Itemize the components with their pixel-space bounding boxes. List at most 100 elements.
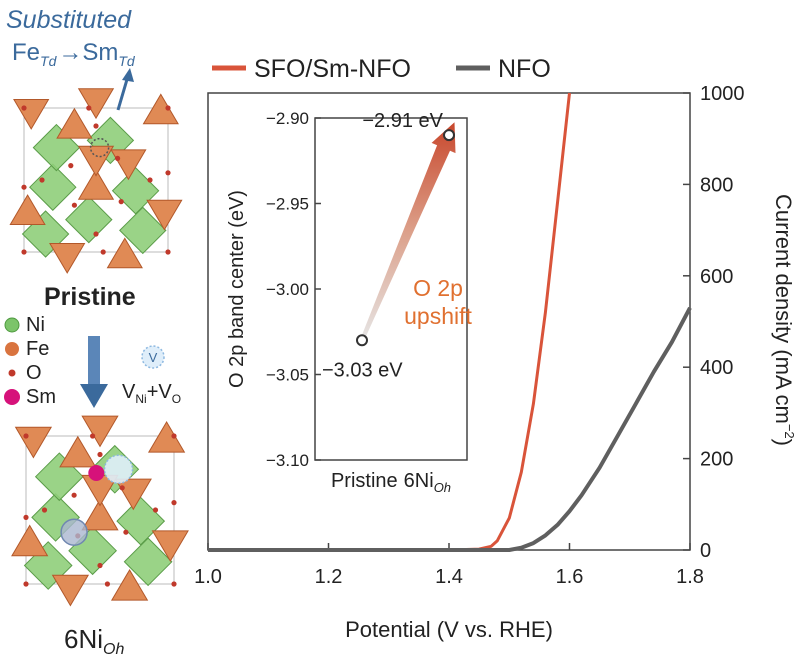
y-axis-label: Current density (mA cm−2) [771, 194, 797, 446]
substitution-arrow-line [116, 75, 130, 111]
oxygen-atom-icon [21, 105, 27, 111]
inset-band-center-chart: −2.90 −2.95 −3.00 −3.05 −3.10 −3.03 eV −2.91 … [226, 109, 472, 495]
sm-atom-icon [88, 465, 105, 481]
oxygen-atom-icon [71, 202, 77, 208]
ni-octahedron-icon [29, 163, 77, 211]
oxygen-atom-icon [171, 581, 177, 587]
oxygen-atom-icon [97, 562, 103, 569]
fe-tetrahedron-icon [77, 88, 115, 120]
oxygen-atom-icon [165, 170, 171, 176]
substitution-from: Fe [12, 39, 40, 66]
legend-ni-label: Ni [26, 314, 45, 336]
x-axis-label: Potential (V vs. RHE) [345, 617, 553, 642]
y-axis-label-sup: −2 [782, 424, 797, 439]
fe-tetrahedron-icon [77, 145, 115, 177]
main-axis-ticks: 1.0 1.2 1.4 1.6 1.8 0 200 400 600 800 1000 [194, 83, 744, 588]
ni-octahedron-icon [111, 167, 160, 215]
vacancy-symbol: V [149, 350, 158, 365]
fe-tetrahedron-icon [49, 243, 86, 274]
vacancy-badge-icon: V [141, 345, 165, 369]
y-tick-label: 800 [700, 174, 733, 196]
bottom-label-sub: Oh [103, 641, 124, 657]
substitution-arrow-head [122, 68, 134, 82]
x-tick-label: 1.0 [194, 566, 222, 588]
oxygen-atom-icon [90, 433, 96, 439]
inset-category-pristine: Pristine [331, 470, 398, 492]
oxygen-atom-icon [23, 433, 29, 439]
y-tick-label: 600 [700, 266, 733, 288]
chart-legend: SFO/Sm-NFO NFO [212, 55, 551, 83]
y-axis-label-main: Current density (mA cm [771, 194, 796, 424]
fe-tetrahedron-icon [106, 237, 143, 269]
oxygen-atom-icon [152, 507, 159, 513]
fe-tetrahedron-icon [110, 568, 149, 601]
bottom-structure-label: 6NiOh [64, 624, 124, 657]
upshift-label-line2: upshift [404, 303, 472, 329]
x-tick-label: 1.8 [676, 566, 704, 588]
oxygen-atom-icon [41, 507, 48, 513]
ni-octahedron-icon [65, 195, 113, 244]
inset-y-tick-label: −2.90 [266, 109, 309, 128]
y-tick-label: 400 [700, 357, 733, 379]
pristine-value-annotation: −3.03 eV [322, 359, 403, 381]
inset-y-tick-label: −3.10 [266, 451, 309, 470]
pristine-crystal-structure [9, 88, 183, 274]
ni-octahedron-icon [123, 537, 173, 587]
substitution-arrow: → [58, 39, 82, 66]
fe-tetrahedron-icon [9, 194, 46, 225]
fe-tetrahedron-icon [51, 574, 90, 607]
ni-octahedron-icon [119, 206, 167, 255]
substituted-label: Substituted [6, 6, 132, 34]
vacancy-label-main: V [122, 381, 136, 403]
o-vacancy-icon [103, 454, 134, 485]
inset-category-6ni-sub: Oh [434, 480, 451, 495]
nfo-series-line [208, 306, 692, 552]
upshift-arrow [360, 122, 456, 342]
fe-tetrahedron-icon [11, 524, 49, 557]
oxygen-atom-icon [97, 451, 103, 458]
oxygen-atom-icon [123, 529, 129, 535]
oxygen-atom-icon [118, 199, 124, 205]
fe-tetrahedron-icon [81, 415, 119, 448]
oxygen-atom-icon [93, 123, 99, 129]
y-tick-label: 1000 [700, 83, 745, 105]
6nioh-point [443, 129, 455, 142]
6nioh-crystal-structure [11, 415, 189, 607]
vacancy-sub-ni: Ni [135, 392, 146, 406]
legend-sm-label: Sm [26, 386, 56, 408]
fe-tetrahedron-icon [59, 435, 97, 468]
substitution-to: Sm [82, 39, 118, 66]
oxygen-atom-icon [23, 581, 29, 587]
6nioh-value-annotation: −2.91 eV [362, 110, 443, 132]
oxygen-atom-icon [119, 485, 125, 491]
inset-category-6ni: 6Ni [404, 470, 434, 492]
fe-tetrahedron-icon [147, 420, 186, 453]
fe-tetrahedron-icon [56, 107, 93, 139]
legend-fe-label: Fe [26, 338, 49, 360]
x-tick-label: 1.2 [315, 566, 343, 588]
upshift-label-line1: O 2p [413, 275, 463, 301]
fe-tetrahedron-icon [142, 93, 179, 125]
ni-octahedron-icon [116, 496, 166, 546]
vacancy-label: VNi+VO [122, 381, 181, 406]
fe-tetrahedron-icon [14, 426, 53, 459]
inset-y-axis-label: O 2p band center (eV) [226, 190, 248, 388]
vacancy-sub-o: O [172, 392, 181, 406]
legend-fe-icon [5, 342, 19, 356]
inset-points: −3.03 eV −2.91 eV [322, 110, 455, 381]
inset-x-categories: Pristine 6NiOh [331, 470, 451, 495]
inset-axis-ticks: −2.90 −2.95 −3.00 −3.05 −3.10 [266, 109, 321, 470]
legend-label-nfo: NFO [498, 55, 551, 83]
oxygen-atom-icon [39, 177, 45, 183]
oxygen-atom-icon [147, 177, 153, 183]
oxygen-atom-icon [71, 492, 77, 498]
pristine-point [356, 334, 368, 347]
oxygen-atom-icon [171, 433, 177, 439]
fe-tetrahedron-icon [81, 498, 119, 531]
y-axis-label-end: ) [771, 439, 796, 446]
y-tick-label: 200 [700, 449, 733, 471]
oxygen-atom-icon [86, 105, 92, 111]
